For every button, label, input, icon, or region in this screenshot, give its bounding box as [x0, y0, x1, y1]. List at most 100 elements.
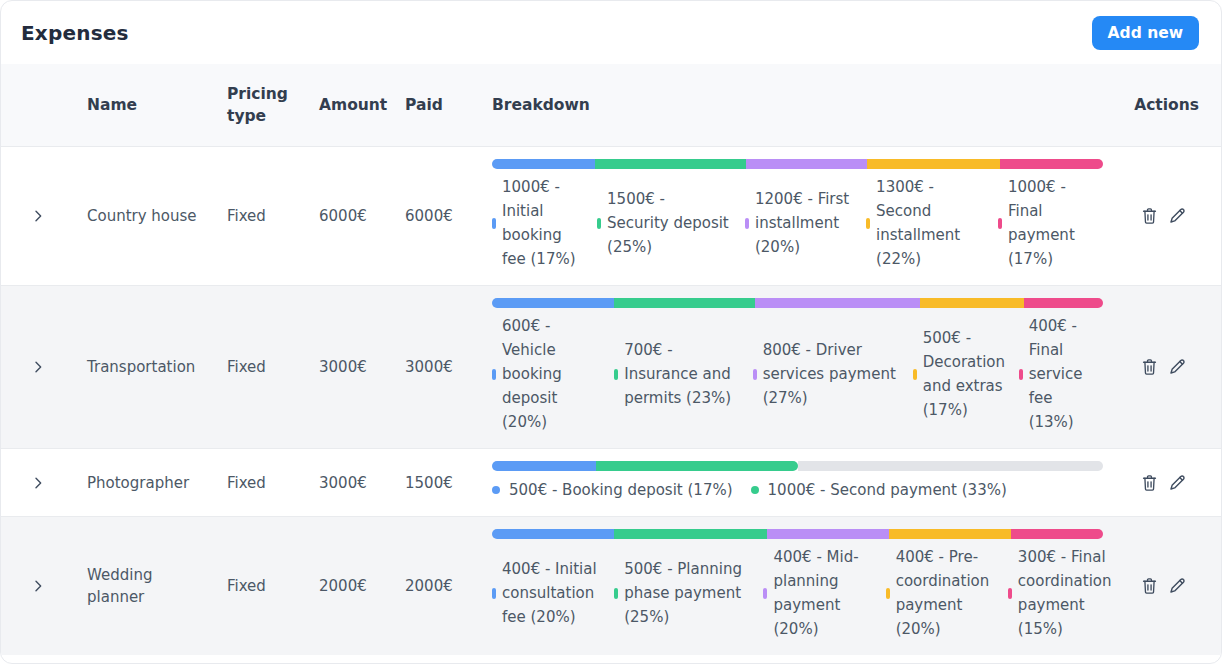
delete-button[interactable] [1140, 357, 1159, 377]
breakdown-segment [614, 529, 767, 539]
legend-dot-icon [597, 218, 601, 229]
breakdown-cell: 1000€ - Initial booking fee (17%)1500€ -… [492, 147, 1103, 285]
pencil-icon [1167, 206, 1187, 226]
legend-item: 1000€ - Second payment (33%) [751, 478, 1007, 502]
breakdown-cell: 500€ - Booking deposit (17%) 1000€ - Seco… [492, 449, 1103, 516]
edit-button[interactable] [1167, 206, 1187, 226]
legend-item: 600€ - Vehicle booking deposit (20%) [492, 314, 614, 434]
delete-button[interactable] [1140, 206, 1159, 226]
legend-label: 1000€ - Final payment (17%) [1008, 175, 1089, 271]
breakdown-segment [755, 298, 920, 308]
breakdown-cell: 600€ - Vehicle booking deposit (20%) 700€… [492, 286, 1103, 448]
pencil-icon [1167, 357, 1187, 377]
legend-item: 1000€ - Initial booking fee (17%) [492, 175, 597, 271]
legend-item: 400€ - Pre-coordination payment (20%) [886, 545, 1008, 641]
legend-dot-icon [751, 486, 759, 494]
breakdown-segment [492, 529, 614, 539]
breakdown-cell: 400€ - Initial consultation fee (20%)500… [492, 517, 1103, 655]
pencil-icon [1167, 473, 1187, 493]
trash-icon [1140, 357, 1159, 377]
legend-label: 1300€ - Second installment (22%) [876, 175, 984, 271]
expand-row-button[interactable] [21, 207, 87, 225]
legend-item: 400€ - Mid-planning payment (20%) [763, 545, 885, 641]
column-header-pricing-type: Pricing type [227, 64, 319, 146]
legend-item: 300€ - Final coordination payment (15%) [1008, 545, 1103, 641]
breakdown-segment [746, 159, 867, 169]
legend-item: 500€ - Decoration and extras (17%) [913, 314, 1019, 434]
breakdown-legend: 500€ - Booking deposit (17%) 1000€ - Seco… [492, 478, 1103, 502]
legend-label: 400€ - Initial consultation fee (20%) [502, 557, 600, 629]
legend-item: 400€ - Final service fee (13%) [1019, 314, 1103, 434]
breakdown-bar [492, 529, 1103, 539]
legend-label: 1200€ - First installment (20%) [755, 187, 852, 259]
legend-item: 700€ - Insurance and permits (23%) [614, 314, 752, 434]
chevron-right-icon [30, 208, 46, 224]
legend-item: 1500€ - Security deposit (25%) [597, 175, 745, 271]
chevron-right-icon [30, 359, 46, 375]
column-header-name: Name [87, 75, 227, 135]
trash-icon [1140, 473, 1159, 493]
delete-button[interactable] [1140, 473, 1159, 493]
breakdown-segment [1024, 298, 1103, 308]
legend-dot-icon [1019, 369, 1023, 380]
legend-item: 500€ - Booking deposit (17%) [492, 478, 733, 502]
breakdown-bar [492, 298, 1103, 308]
edit-button[interactable] [1167, 473, 1187, 493]
paid-value: 6000€ [405, 193, 492, 239]
breakdown-segment [614, 298, 755, 308]
breakdown-segment [867, 159, 1000, 169]
table-row: Wedding planner Fixed 2000€ 2000€ 400€ -… [1, 516, 1221, 655]
actions-cell [1103, 473, 1199, 493]
actions-cell [1103, 357, 1199, 377]
breakdown-segment [492, 298, 614, 308]
breakdown-segment [889, 529, 1011, 539]
amount-value: 3000€ [319, 344, 405, 390]
expand-row-button[interactable] [21, 358, 87, 376]
breakdown-legend: 400€ - Initial consultation fee (20%)500… [492, 545, 1103, 641]
table-row: Country house Fixed 6000€ 6000€ 1000€ - … [1, 146, 1221, 285]
expand-row-button[interactable] [21, 577, 87, 595]
breakdown-segment [1000, 159, 1103, 169]
edit-button[interactable] [1167, 357, 1187, 377]
actions-cell [1103, 206, 1199, 226]
legend-dot-icon [886, 588, 890, 599]
legend-label: 800€ - Driver services payment (27%) [763, 338, 899, 410]
column-header-breakdown: Breakdown [492, 75, 1103, 135]
legend-dot-icon [492, 588, 496, 599]
pencil-icon [1167, 576, 1187, 596]
pricing-type-value: Fixed [227, 344, 319, 390]
pricing-type-value: Fixed [227, 193, 319, 239]
expand-row-button[interactable] [21, 474, 87, 492]
add-new-button[interactable]: Add new [1092, 16, 1199, 50]
legend-label: 400€ - Mid-planning payment (20%) [773, 545, 871, 641]
breakdown-legend: 1000€ - Initial booking fee (17%)1500€ -… [492, 175, 1103, 271]
legend-dot-icon [913, 369, 917, 380]
card-header: Expenses Add new [1, 1, 1221, 64]
legend-label: 500€ - Booking deposit (17%) [509, 478, 733, 502]
legend-item: 1300€ - Second installment (22%) [866, 175, 998, 271]
legend-dot-icon [745, 218, 749, 229]
legend-label: 1500€ - Security deposit (25%) [607, 187, 731, 259]
legend-label: 700€ - Insurance and permits (23%) [624, 338, 738, 410]
legend-dot-icon [998, 218, 1002, 229]
legend-label: 600€ - Vehicle booking deposit (20%) [502, 314, 600, 434]
legend-item: 1200€ - First installment (20%) [745, 175, 866, 271]
amount-value: 2000€ [319, 563, 405, 609]
legend-dot-icon [614, 369, 618, 380]
table-row: Photographer Fixed 3000€ 1500€ 500€ - Bo… [1, 448, 1221, 516]
delete-button[interactable] [1140, 576, 1159, 596]
chevron-right-icon [30, 578, 46, 594]
legend-label: 300€ - Final coordination payment (15%) [1018, 545, 1112, 641]
legend-dot-icon [492, 369, 496, 380]
legend-item: 800€ - Driver services payment (27%) [753, 314, 913, 434]
breakdown-segment [767, 529, 889, 539]
breakdown-segment [492, 461, 596, 471]
chevron-right-icon [30, 475, 46, 491]
breakdown-remainder-segment [798, 461, 1104, 471]
legend-dot-icon [492, 218, 496, 229]
legend-item: 500€ - Planning phase payment (25%) [614, 545, 763, 641]
breakdown-segment [596, 461, 798, 471]
edit-button[interactable] [1167, 576, 1187, 596]
column-header-paid: Paid [405, 75, 492, 135]
column-header-expander [21, 86, 87, 124]
